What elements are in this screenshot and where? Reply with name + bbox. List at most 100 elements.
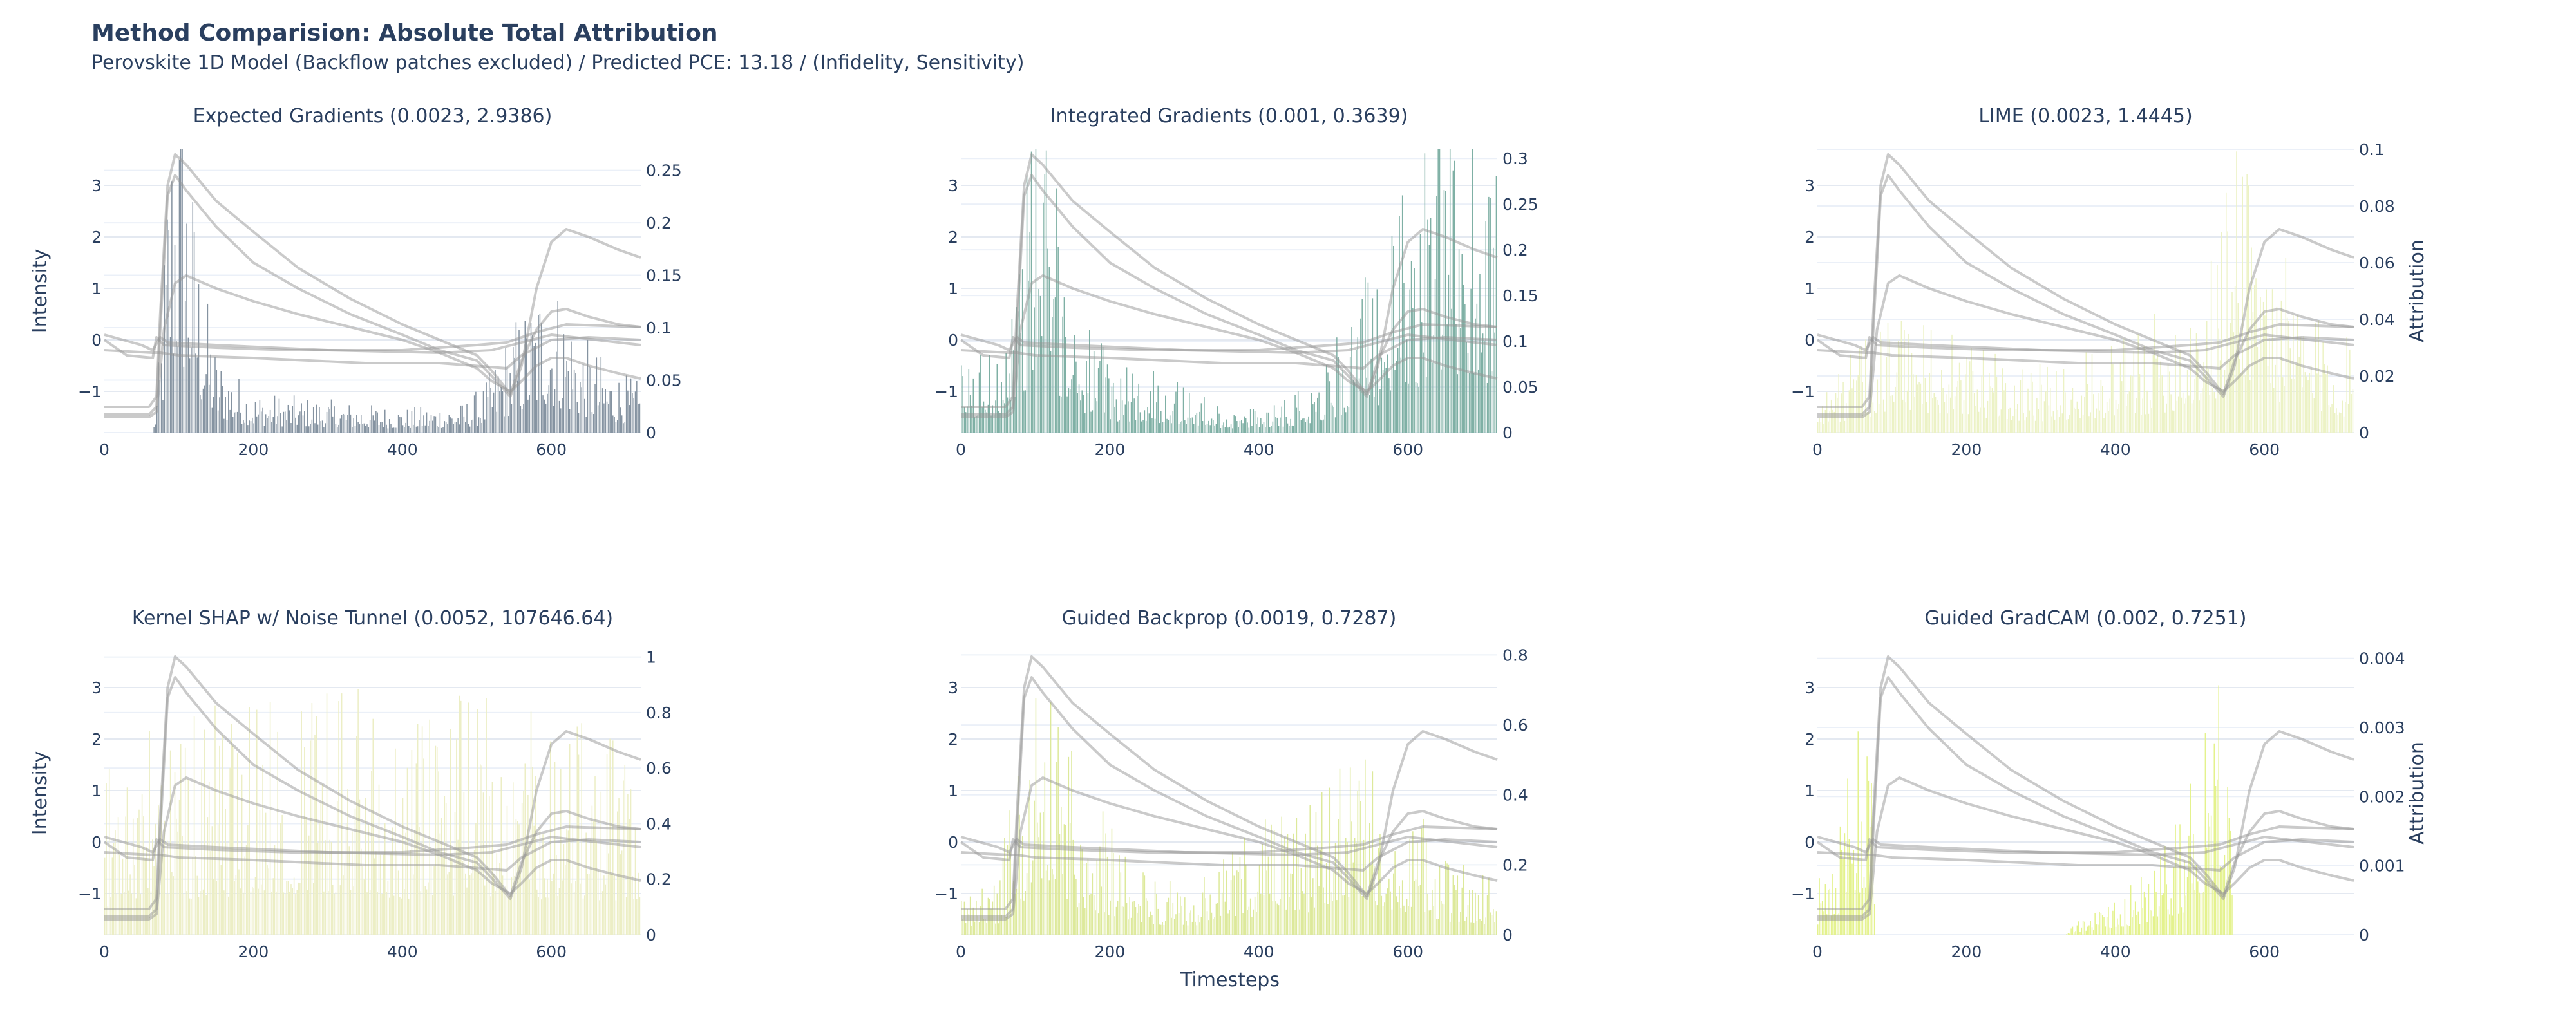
- attribution-bar: [1481, 352, 1482, 433]
- attribution-bar: [1373, 866, 1375, 935]
- attribution-bar: [1311, 897, 1312, 935]
- attribution-bar: [223, 890, 225, 935]
- attribution-bar: [1838, 913, 1839, 935]
- attribution-bar: [2130, 885, 2132, 935]
- attribution-bar: [567, 371, 569, 433]
- attribution-bar: [1443, 904, 1445, 935]
- attribution-bar: [985, 919, 986, 935]
- attribution-bar: [1299, 411, 1300, 433]
- attribution-bar: [1269, 427, 1271, 433]
- attribution-bar: [2195, 333, 2197, 433]
- attribution-bar: [1826, 914, 1828, 935]
- attribution-bar: [1300, 420, 1302, 433]
- attribution-bar: [1114, 406, 1115, 433]
- attribution-bar: [1166, 902, 1168, 935]
- attribution-bar: [1455, 324, 1457, 433]
- attribution-bar: [447, 424, 448, 433]
- attribution-bar: [493, 874, 495, 935]
- attribution-bar: [296, 890, 298, 935]
- attribution-bar: [1877, 379, 1879, 433]
- attribution-bar: [2237, 303, 2239, 433]
- attribution-bar: [234, 412, 235, 433]
- attribution-bar: [1460, 328, 1461, 433]
- attribution-bar: [207, 817, 209, 935]
- attribution-bar: [611, 391, 612, 433]
- attribution-bar: [962, 919, 963, 935]
- intensity-line-5: [960, 838, 1498, 872]
- attribution-bar: [621, 415, 623, 433]
- attribution-bar: [1014, 894, 1016, 935]
- attribution-bar: [1470, 288, 1472, 433]
- attribution-bar: [414, 407, 415, 433]
- attribution-bar: [348, 846, 350, 935]
- attribution-bar: [1432, 890, 1433, 935]
- attribution-bar: [1996, 377, 1998, 433]
- attribution-bar: [968, 914, 970, 935]
- y-right-tick-label: 0.25: [646, 162, 682, 180]
- y-left-tick-label: 3: [1804, 679, 1815, 697]
- attribution-bar: [2087, 926, 2088, 935]
- attribution-bar: [208, 384, 210, 433]
- attribution-bar: [1893, 401, 1895, 433]
- attribution-bar: [600, 357, 602, 433]
- attribution-bar: [2078, 408, 2079, 433]
- attribution-bar: [1095, 910, 1096, 935]
- attribution-bar: [165, 285, 167, 433]
- attribution-bar: [1258, 865, 1260, 935]
- attribution-bar: [201, 399, 202, 433]
- x-tick-label: 600: [1392, 942, 1423, 961]
- attribution-bar: [2106, 917, 2108, 935]
- attribution-bar: [513, 782, 514, 935]
- attribution-bar: [2020, 380, 2022, 433]
- attribution-bar: [1227, 427, 1229, 433]
- attribution-bar: [2172, 915, 2174, 935]
- attribution-bar: [2056, 371, 2057, 433]
- attribution-bar: [608, 404, 609, 433]
- attribution-bar: [104, 857, 106, 935]
- attribution-bar: [438, 427, 439, 433]
- attribution-bar: [468, 702, 469, 935]
- attribution-bar: [410, 850, 411, 935]
- y-right-tick-label: 0.08: [2359, 197, 2395, 216]
- y-left-tick-label: 2: [948, 228, 958, 247]
- attribution-bar: [514, 876, 515, 935]
- attribution-bar: [1296, 818, 1298, 935]
- attribution-bar: [2206, 847, 2208, 935]
- attribution-bar: [134, 865, 135, 935]
- attribution-bar: [1120, 378, 1122, 433]
- attribution-bar: [1324, 414, 1326, 433]
- y-right-tick-label: 0.003: [2359, 718, 2405, 737]
- attribution-bar: [1195, 921, 1196, 935]
- attribution-bar: [1148, 917, 1150, 935]
- attribution-bar: [405, 832, 406, 935]
- attribution-bar: [2066, 934, 2067, 935]
- attribution-bar: [477, 426, 478, 433]
- attribution-bar: [502, 876, 504, 935]
- y-left-tick-label: 3: [91, 679, 102, 697]
- attribution-bar: [1110, 900, 1111, 935]
- attribution-bar: [2267, 366, 2269, 433]
- attribution-bar: [253, 888, 254, 935]
- attribution-bar: [1891, 395, 1893, 433]
- attribution-bar: [1020, 898, 1022, 935]
- attribution-bar: [520, 870, 522, 935]
- attribution-bar: [1338, 819, 1339, 935]
- y-left-tick-label: 3: [948, 176, 958, 195]
- attribution-bar: [1309, 805, 1311, 935]
- attribution-bar: [1104, 412, 1105, 433]
- attribution-bar: [1120, 872, 1122, 935]
- attribution-bar: [1993, 392, 1994, 433]
- attribution-bar: [490, 388, 491, 433]
- attribution-bar: [353, 418, 354, 433]
- attribution-bar: [572, 825, 574, 935]
- y-right-tick-label: 0.6: [646, 759, 672, 778]
- attribution-bar: [183, 894, 185, 935]
- attribution-bar: [566, 829, 567, 935]
- attribution-bar: [1075, 361, 1077, 433]
- attribution-bar: [1348, 407, 1350, 433]
- attribution-bar: [1221, 892, 1223, 935]
- attribution-bar: [2197, 881, 2199, 935]
- attribution-bar: [473, 395, 475, 433]
- attribution-bar: [1162, 922, 1163, 935]
